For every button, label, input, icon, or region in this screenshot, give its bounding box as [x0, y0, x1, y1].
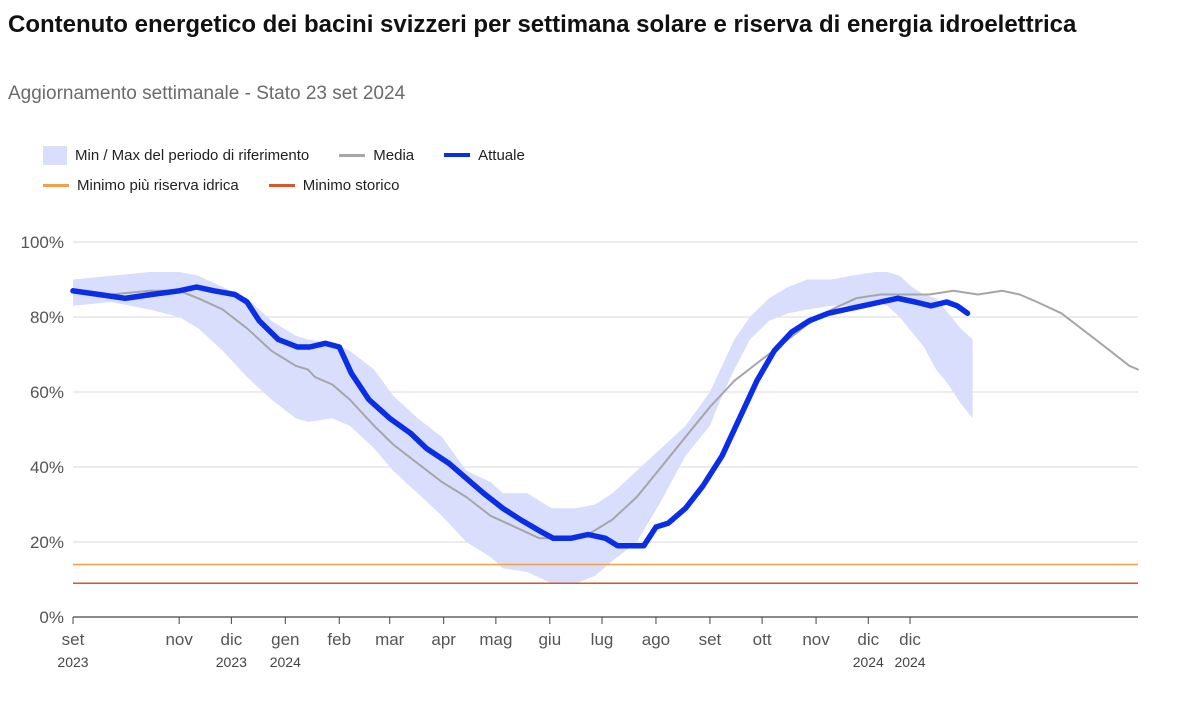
legend-swatch-mean [339, 153, 366, 157]
legend-label-histmin: Minimo storico [302, 176, 400, 194]
legend-swatch-current [444, 153, 471, 157]
y-tick-label: 80% [30, 308, 64, 327]
y-tick-label: 0% [39, 608, 64, 627]
x-tick-label: giu [538, 630, 561, 649]
current-line [70, 284, 971, 549]
legend-swatch-histmin [268, 183, 295, 187]
legend-item-mean[interactable]: Media [339, 147, 414, 164]
x-tick-label: set [699, 630, 722, 649]
chart-legend: Min / Max del periodo di riferimento Med… [43, 140, 555, 200]
x-tick-label: ago [642, 630, 670, 649]
x-tick-year-label: 2024 [270, 654, 301, 670]
y-tick-label: 60% [30, 383, 64, 402]
x-tick-label: dic [220, 630, 242, 649]
y-tick-label: 100% [21, 233, 64, 252]
x-tick-label: nov [802, 630, 830, 649]
x-tick-year-label: 2023 [57, 654, 88, 670]
x-tick-year-label: 2024 [853, 654, 884, 670]
chart-subtitle: Aggiornamento settimanale - Stato 23 set… [8, 83, 406, 104]
legend-item-current[interactable]: Attuale [444, 147, 525, 164]
legend-label-current: Attuale [478, 146, 525, 164]
chart-title: Contenuto energetico dei bacini svizzeri… [8, 11, 1077, 38]
legend-label-mean: Media [373, 146, 415, 164]
legend-swatch-band [43, 145, 67, 165]
x-tick-label: apr [431, 630, 456, 649]
x-tick-label: ott [753, 630, 772, 649]
y-tick-label: 40% [30, 458, 64, 477]
x-tick-label: nov [165, 630, 193, 649]
legend-item-reserve[interactable]: Minimo più riserva idrica [43, 177, 239, 194]
legend-label-band: Min / Max del periodo di riferimento [75, 146, 310, 164]
y-tick-label: 20% [30, 533, 64, 552]
legend-label-reserve: Minimo più riserva idrica [77, 176, 239, 194]
x-tick-label: lug [591, 630, 614, 649]
legend-item-histmin[interactable]: Minimo storico [268, 176, 400, 194]
x-tick-label: dic [899, 630, 921, 649]
x-tick-label: mag [479, 630, 512, 649]
x-tick-label: feb [327, 630, 351, 649]
x-tick-label: mar [375, 630, 405, 649]
legend-item-band[interactable]: Min / Max del periodo di riferimento [43, 145, 310, 165]
x-tick-year-label: 2024 [894, 654, 925, 670]
x-tick-label: gen [271, 630, 299, 649]
x-tick-label: set [62, 630, 85, 649]
mean-line [72, 289, 1139, 540]
minmax-band [73, 272, 973, 584]
x-tick-year-label: 2023 [216, 654, 247, 670]
legend-swatch-reserve [43, 183, 69, 187]
x-tick-label: dic [857, 630, 879, 649]
